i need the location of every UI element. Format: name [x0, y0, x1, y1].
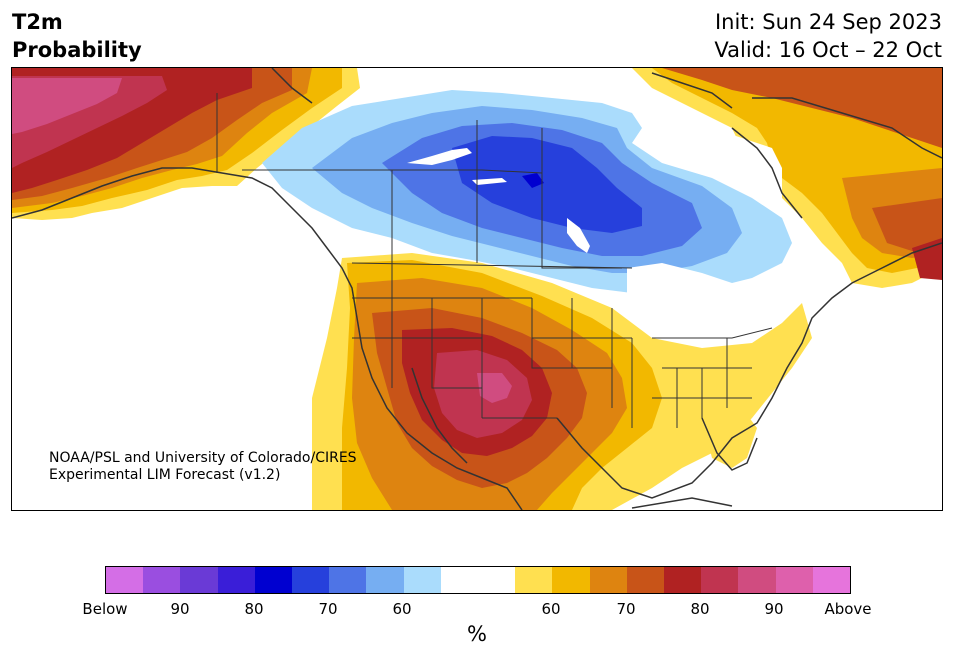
lake-small — [472, 178, 507, 185]
tick-above: Above — [824, 600, 872, 618]
tick-above-90: 90 — [764, 600, 784, 618]
colorbar-cell — [143, 567, 181, 593]
colorbar-cell — [329, 567, 367, 593]
map-title: T2m Probability — [12, 8, 142, 64]
tick-above-80: 80 — [690, 600, 710, 618]
lake-hudson — [567, 218, 590, 253]
credit-text: NOAA/PSL and University of Colorado/CIRE… — [49, 450, 357, 484]
region-canada-below-70 — [452, 136, 642, 233]
colorbar-cell — [664, 567, 702, 593]
region-canada-below-80 — [522, 173, 544, 188]
colorbar-cell — [366, 567, 404, 593]
colorbar-cell — [440, 567, 479, 593]
region-newfoundland — [912, 238, 942, 280]
region-florida — [702, 408, 757, 468]
tick-above-70: 70 — [616, 600, 636, 618]
product-label: Probability — [12, 38, 142, 62]
colorbar-cell — [775, 567, 813, 593]
tick-below-90: 90 — [170, 600, 190, 618]
init-date: Init: Sun 24 Sep 2023 — [714, 10, 942, 34]
colorbar-cell — [403, 567, 441, 593]
colorbar-cell — [552, 567, 590, 593]
colorbar-cell — [738, 567, 776, 593]
variable-label: T2m — [12, 10, 63, 34]
tick-below: Below — [82, 600, 128, 618]
tick-below-60: 60 — [392, 600, 412, 618]
tick-below-80: 80 — [244, 600, 264, 618]
credit-line-2: Experimental LIM Forecast (v1.2) — [49, 467, 281, 483]
colorbar-cell — [106, 567, 144, 593]
region-greenland-70 — [662, 68, 942, 148]
colorbar-cell — [626, 567, 665, 593]
colorbar-unit: % — [467, 622, 487, 646]
map-canvas — [12, 68, 942, 510]
political-boundaries — [216, 93, 773, 428]
colorbar-cell — [701, 567, 739, 593]
great-lakes-region — [627, 263, 752, 338]
tick-above-60: 60 — [541, 600, 561, 618]
tick-below-70: 70 — [318, 600, 338, 618]
colorbar-cell — [292, 567, 330, 593]
colorbar-cell — [812, 567, 851, 593]
lake-north — [407, 148, 472, 165]
coastlines — [12, 68, 942, 510]
colorbar-cell — [217, 567, 255, 593]
region-alaska-core — [12, 78, 122, 134]
credit-line-1: NOAA/PSL and University of Colorado/CIRE… — [49, 450, 357, 466]
forecast-map — [11, 67, 943, 511]
date-info: Init: Sun 24 Sep 2023 Valid: 16 Oct – 22… — [714, 8, 942, 64]
region-south-core — [477, 373, 512, 403]
valid-range: Valid: 16 Oct – 22 Oct — [714, 38, 942, 62]
region-greenland-east-70 — [872, 198, 942, 251]
colorbar-cell — [180, 567, 218, 593]
colorbar-cell — [254, 567, 293, 593]
colorbar-cell — [515, 567, 553, 593]
colorbar-cell — [589, 567, 627, 593]
colorbar — [105, 566, 851, 594]
colorbar-cell — [478, 567, 516, 593]
